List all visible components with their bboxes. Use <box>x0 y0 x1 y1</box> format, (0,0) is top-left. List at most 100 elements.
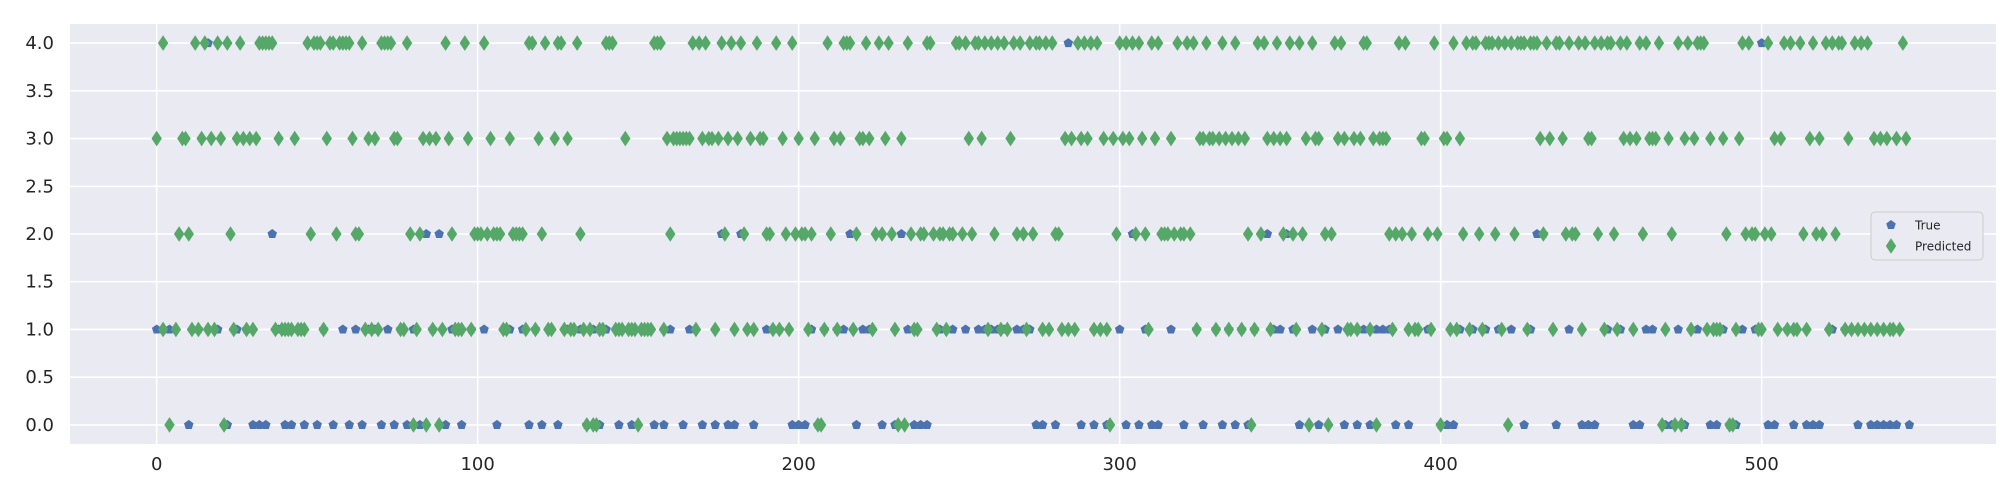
true-point <box>1583 419 1594 429</box>
predicted-point <box>482 226 493 242</box>
true-point <box>1692 324 1703 334</box>
predicted-point <box>405 226 416 242</box>
predicted-point <box>1169 226 1180 242</box>
true-point <box>729 419 740 429</box>
predicted-point <box>742 321 753 338</box>
predicted-point <box>1108 130 1119 147</box>
y-tick-label: 2.0 <box>25 224 54 245</box>
true-point <box>1801 419 1812 429</box>
predicted-point <box>860 35 872 51</box>
predicted-point <box>1631 130 1642 147</box>
predicted-point <box>1307 35 1318 51</box>
true-point <box>312 419 322 429</box>
predicted-point <box>331 226 342 242</box>
true-point <box>1147 419 1157 429</box>
predicted-point <box>886 226 897 242</box>
predicted-point <box>1640 35 1652 51</box>
predicted-point <box>1034 35 1045 51</box>
predicted-point <box>1178 226 1190 242</box>
predicted-point <box>1778 35 1790 51</box>
predicted-point <box>947 226 958 242</box>
predicted-point <box>1429 35 1440 51</box>
predicted-point <box>1830 226 1841 242</box>
true-point <box>440 419 451 429</box>
predicted-point <box>764 226 775 242</box>
predicted-point <box>1490 226 1501 242</box>
predicted-point <box>189 35 201 51</box>
predicted-point <box>244 130 255 147</box>
true-point <box>1891 419 1902 429</box>
predicted-point <box>982 321 994 338</box>
predicted-point <box>774 321 785 338</box>
predicted-point <box>344 35 355 51</box>
predicted-point <box>607 35 618 51</box>
predicted-point <box>1470 35 1482 51</box>
predicted-point <box>1881 130 1893 147</box>
predicted-point <box>995 321 1007 338</box>
predicted-point <box>787 35 798 51</box>
predicted-point <box>1242 226 1254 242</box>
true-point <box>723 419 733 429</box>
predicted-point <box>1185 226 1196 242</box>
predicted-point <box>1612 321 1623 338</box>
predicted-point <box>1682 35 1694 51</box>
predicted-point <box>173 226 185 242</box>
predicted-point <box>986 35 997 51</box>
predicted-point <box>151 130 162 147</box>
predicted-point <box>414 226 426 242</box>
predicted-point <box>1865 321 1877 338</box>
predicted-point <box>1024 35 1035 51</box>
predicted-point <box>427 321 438 338</box>
predicted-point <box>1393 35 1405 51</box>
predicted-point <box>456 321 467 338</box>
true-point <box>1756 38 1767 48</box>
predicted-point <box>440 35 451 51</box>
predicted-point <box>803 321 814 338</box>
predicted-point <box>530 321 541 338</box>
predicted-point <box>1326 226 1337 242</box>
predicted-point <box>751 35 763 51</box>
predicted-point <box>475 226 487 242</box>
predicted-point <box>1271 35 1283 51</box>
predicted-point <box>1563 35 1575 51</box>
true-point <box>1114 324 1125 334</box>
predicted-point <box>533 130 544 147</box>
predicted-point <box>459 35 471 51</box>
predicted-point <box>1673 35 1684 51</box>
predicted-point <box>1839 321 1851 338</box>
predicted-point <box>1615 35 1626 51</box>
series-predicted <box>151 35 1912 433</box>
true-point <box>1076 419 1086 429</box>
true-point <box>665 324 676 334</box>
predicted-point <box>1734 130 1745 147</box>
predicted-point <box>1445 321 1456 338</box>
predicted-point <box>713 130 724 147</box>
predicted-point <box>1782 321 1793 338</box>
predicted-point <box>1432 226 1443 242</box>
true-point <box>1230 419 1240 429</box>
predicted-point <box>998 35 1010 51</box>
predicted-point <box>1396 226 1408 242</box>
predicted-point <box>555 35 567 51</box>
predicted-point <box>1477 321 1488 338</box>
predicted-point <box>889 321 901 338</box>
predicted-point <box>1319 226 1331 242</box>
predicted-point <box>1066 130 1077 147</box>
true-point <box>793 419 804 429</box>
true-point <box>1403 419 1414 429</box>
predicted-point <box>1801 321 1812 338</box>
true-point <box>1789 419 1799 429</box>
predicted-point <box>1862 35 1873 51</box>
predicted-point <box>1406 226 1417 242</box>
predicted-point <box>1900 130 1912 147</box>
predicted-point <box>1872 321 1883 338</box>
predicted-point <box>1040 35 1052 51</box>
true-point <box>614 419 624 429</box>
true-point <box>787 419 798 429</box>
true-point <box>1853 419 1863 429</box>
predicted-point <box>1679 130 1690 147</box>
true-point <box>1089 419 1099 429</box>
predicted-point <box>1390 226 1401 242</box>
y-tick-label: 0.5 <box>25 367 54 388</box>
predicted-point <box>716 35 727 51</box>
